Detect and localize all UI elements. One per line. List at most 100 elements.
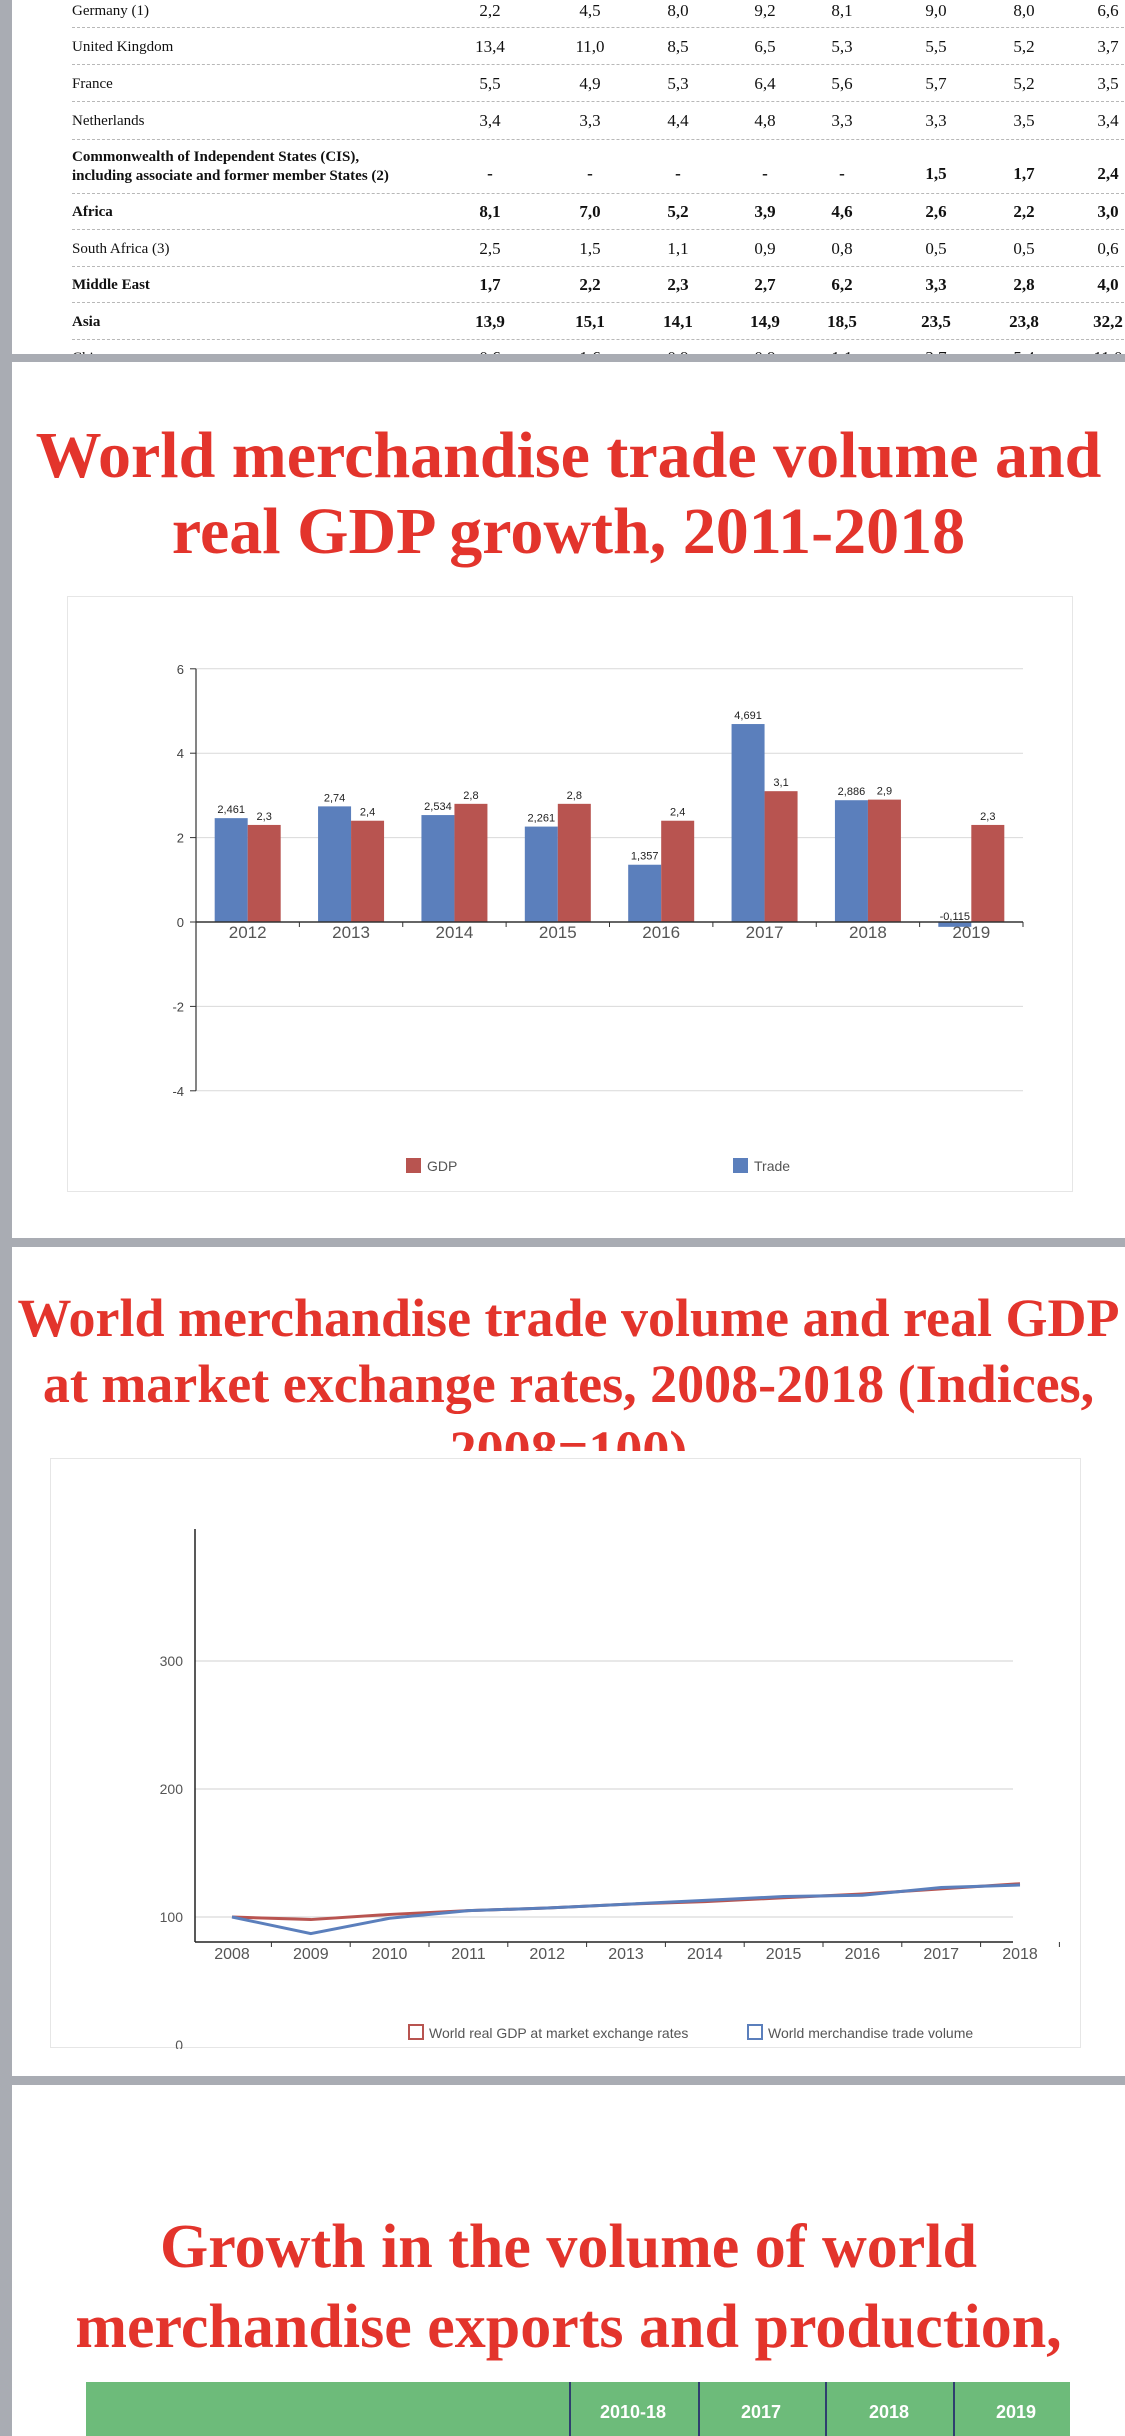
table-cell: 8,0 [667,1,689,20]
data-label: 2,8 [463,790,478,802]
x-tick-label: 2014 [436,923,474,942]
table-cell: 4,8 [754,111,776,130]
table-cell: 0,8 [831,238,853,258]
series-line-gdp [231,1882,1021,1922]
legend-label-trade: World merchandise trade volume [768,2025,973,2041]
x-tick-label: 2013 [332,923,370,942]
table-cell: 5,5 [925,36,947,56]
bar-trade-2013 [318,806,352,922]
table-row: Netherlands 3,4 3,3 4,4 4,8 3,3 3,3 3,5 3,4 [72,102,1124,140]
table-row: South Africa (3) 2,5 1,5 1,1 0,9 0,8 0,5 0,5 0,6 [72,230,1124,267]
chart-title-growth: World merchandise trade volume and real … [35,419,1102,568]
table-cell: 4,6 [831,202,853,221]
table-row: Asia 13,9 15,1 14,1 14,9 18,5 23,5 23,8 32,2 [72,303,1124,340]
bar-gdp-2012 [247,824,281,922]
x-tick-label: 2013 [608,1946,644,1963]
exports-production-panel: Growth in the volume of world merchandis… [12,2085,1125,2436]
table-cell: 2,2 [479,1,501,20]
legend-label-gdp: GDP [427,1158,457,1174]
y-tick-label: 200 [160,1781,184,1797]
table-cell: 4,4 [667,111,689,130]
series-line-trade [231,1883,1021,1936]
legend-label-trade: Trade [754,1158,790,1174]
x-tick-label: 2016 [642,923,680,942]
data-label: 3,1 [773,777,788,789]
data-label: 2,8 [567,790,582,802]
table-cell: 2,3 [667,275,689,294]
table-cell: 7,0 [579,202,601,221]
bar-gdp-2017 [764,791,798,922]
x-tick-label: 2017 [746,923,784,942]
table-cell: 18,5 [827,311,857,331]
x-tick-label: 2009 [293,1946,329,1963]
data-label: 2,4 [670,807,685,819]
data-label: 1,357 [631,851,659,863]
bar-gdp-2013 [351,820,385,922]
bar-gdp-2014 [454,803,488,922]
table-cell: 3,3 [831,111,853,130]
table-cell: - [762,164,768,183]
y-tick-label: 100 [160,1909,184,1925]
table-cell: 1,5 [579,238,601,258]
legend-label-gdp: World real GDP at market exchange rates [429,2025,688,2041]
row-label: China [72,349,108,354]
table-cell: - [839,164,845,183]
table-cell: 3,3 [925,111,947,130]
header-divider [825,2382,827,2436]
table-row: Africa 8,1 7,0 5,2 3,9 4,6 2,6 2,2 3,0 [72,194,1124,230]
table-cell: 6,2 [831,275,853,294]
table-cell: 0,9 [754,238,776,258]
x-tick-label: 2019 [952,923,990,942]
data-label: 2,4 [360,807,375,819]
table-cell: 13,9 [475,311,505,331]
data-label: -0,115 [940,911,970,923]
table-cell: 9,2 [754,1,776,20]
table-cell: 2,4 [1097,164,1119,183]
table-cell: 11,0 [1078,348,1125,354]
table-cell: 11,0 [575,36,605,56]
header-divider [953,2382,955,2436]
bar-trade-2015 [524,826,558,922]
x-tick-label: 2018 [849,923,887,942]
table-cell: 0,6 [460,348,520,354]
table-cell: 2,5 [479,238,501,258]
row-label: United Kingdom [72,38,174,55]
header-divider [569,2382,571,2436]
table-cell: - [675,164,681,183]
data-label: 2,886 [838,786,866,798]
table-cell: 6,4 [754,73,776,93]
bar-trade-2019 [938,922,972,927]
x-tick-label: 2014 [687,1946,723,1963]
data-label: 4,691 [734,710,762,722]
y-tick-label: 2 [177,831,184,846]
table-cell: 5,3 [667,73,689,93]
bar-gdp-2019 [971,824,1005,922]
data-label: 2,461 [217,804,245,816]
gdp-trade-index-panel: World merchandise trade volume and real … [12,1247,1125,2076]
line-chart-container: 300 200 100 0 2008 2009 2010 2011 2012 2013 2014 20… [50,1458,1081,2053]
header-col-2010-18: 2010-18 [599,2402,667,2422]
row-label: Africa [72,204,113,220]
table-cell: 2,2 [1013,202,1035,221]
table-cell: 4,9 [579,73,601,93]
table-cell: 2,7 [754,275,776,294]
table-cell: 2,6 [925,202,947,221]
table-cell: 0,6 [1097,238,1119,258]
table-cell: 1,1 [667,238,689,258]
table-row: France 5,5 4,9 5,3 6,4 5,6 5,7 5,2 3,5 [72,65,1124,102]
table-cell: 1,7 [1013,164,1035,183]
x-tick-label: 2010 [372,1946,408,1963]
row-label: Germany (1) [72,3,150,19]
table-cell: 5,4 [994,348,1054,354]
table-cell: 5,2 [1013,36,1035,56]
table-cell: 0,5 [925,238,947,258]
x-tick-label: 2015 [539,923,577,942]
table-cell: 3,5 [1097,73,1119,93]
table-cell: 23,8 [1009,311,1039,331]
trade-table-panel: Germany (1) 2,2 4,5 8,0 9,2 8,1 9,0 8,0 6,6 Unite… [12,0,1125,354]
table-cell: 3,4 [479,111,501,130]
table-cell: 2,2 [579,275,601,294]
table-cell: 1,7 [479,275,501,294]
data-label: 2,534 [424,801,452,813]
x-tick-label: 2012 [229,923,267,942]
